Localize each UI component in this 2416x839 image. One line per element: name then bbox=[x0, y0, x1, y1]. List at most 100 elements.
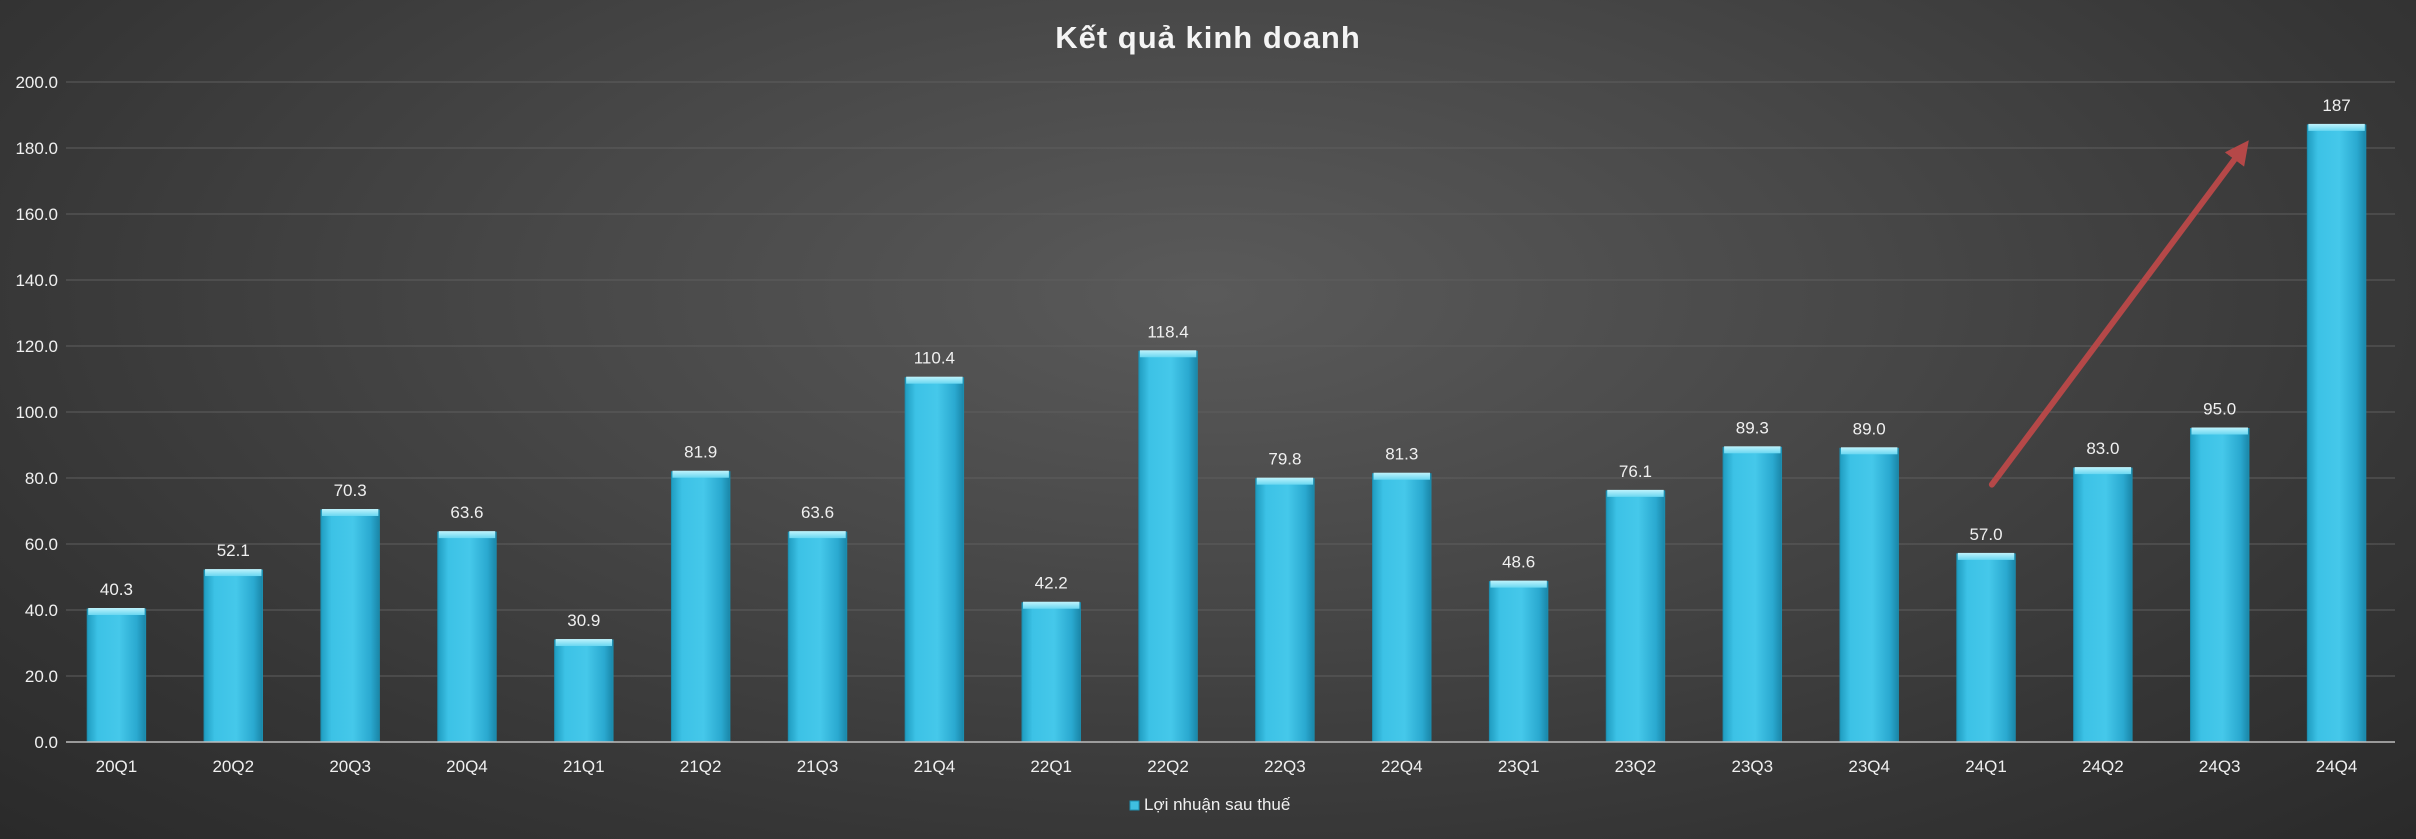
data-label: 52.1 bbox=[217, 541, 250, 560]
y-tick-label: 100.0 bbox=[15, 403, 58, 422]
data-label: 63.6 bbox=[450, 503, 483, 522]
bar-top bbox=[1840, 447, 1898, 455]
bar-top bbox=[1490, 580, 1547, 588]
bar bbox=[320, 509, 380, 743]
y-tick-label: 180.0 bbox=[15, 139, 58, 158]
bars bbox=[86, 123, 2367, 743]
bar-top bbox=[789, 531, 846, 539]
data-label: 70.3 bbox=[334, 481, 367, 500]
bar-top bbox=[321, 509, 379, 517]
data-label: 89.3 bbox=[1736, 418, 1769, 437]
bar bbox=[1956, 552, 2016, 743]
bar bbox=[670, 470, 731, 743]
data-label: 63.6 bbox=[801, 503, 834, 522]
legend-item: Lợi nhuận sau thuế bbox=[1129, 795, 1291, 814]
bar-body bbox=[203, 569, 263, 743]
bar-top bbox=[1139, 350, 1197, 358]
bar bbox=[787, 531, 848, 743]
bar bbox=[2073, 467, 2133, 743]
bar-body bbox=[1021, 602, 1081, 743]
y-tick-label: 80.0 bbox=[25, 469, 58, 488]
y-tick-label: 160.0 bbox=[15, 205, 58, 224]
data-label: 79.8 bbox=[1268, 450, 1301, 469]
bar bbox=[2190, 427, 2250, 743]
bar bbox=[203, 569, 263, 743]
bar bbox=[437, 531, 497, 743]
x-tick-label: 21Q1 bbox=[563, 757, 605, 776]
bar-body bbox=[320, 509, 380, 743]
bar-body bbox=[554, 639, 614, 743]
data-label: 95.0 bbox=[2203, 400, 2236, 419]
legend-swatch bbox=[1129, 800, 1140, 811]
bar bbox=[1839, 447, 1899, 743]
chart-title: Kết quả kinh doanh bbox=[1055, 20, 1361, 55]
data-label: 30.9 bbox=[567, 611, 600, 630]
x-tick-label: 22Q1 bbox=[1030, 757, 1072, 776]
bar-top bbox=[1023, 601, 1080, 609]
bar-top bbox=[205, 569, 262, 577]
bar-body bbox=[2190, 428, 2250, 743]
bar-body bbox=[2073, 467, 2133, 743]
data-label: 81.9 bbox=[684, 443, 717, 462]
x-tick-label: 21Q4 bbox=[914, 757, 956, 776]
bar-body bbox=[670, 471, 731, 743]
bar-body bbox=[1255, 478, 1315, 743]
x-tick-label: 23Q3 bbox=[1732, 757, 1774, 776]
bar-body bbox=[1839, 447, 1899, 743]
bar-top bbox=[88, 608, 145, 616]
bar-top bbox=[438, 531, 496, 539]
bar-top bbox=[555, 639, 613, 647]
y-tick-label: 120.0 bbox=[15, 337, 58, 356]
y-tick-label: 200.0 bbox=[15, 73, 58, 92]
y-tick-label: 140.0 bbox=[15, 271, 58, 290]
data-label: 110.4 bbox=[914, 349, 955, 368]
bar-body bbox=[904, 377, 965, 743]
bar-body bbox=[86, 608, 147, 743]
x-tick-label: 24Q3 bbox=[2199, 757, 2241, 776]
data-labels: 40.3 52.1 70.3 63.6 30.9 81.9 63.6 110.4 42.2 118… bbox=[100, 96, 2351, 630]
data-label: 187 bbox=[2322, 96, 2350, 115]
x-tick-label: 23Q4 bbox=[1848, 757, 1890, 776]
x-tick-label: 22Q2 bbox=[1147, 757, 1189, 776]
x-tick-label: 22Q4 bbox=[1381, 757, 1423, 776]
data-label: 118.4 bbox=[1147, 322, 1188, 341]
bar bbox=[86, 608, 147, 743]
bar-body bbox=[1722, 446, 1783, 743]
legend: Lợi nhuận sau thuế bbox=[1129, 795, 1291, 814]
trend-arrow bbox=[1988, 140, 2249, 488]
bar bbox=[1138, 350, 1198, 743]
bar bbox=[1722, 446, 1783, 743]
x-tick-label: 20Q2 bbox=[212, 757, 254, 776]
bar-body bbox=[1605, 490, 1666, 743]
bar bbox=[554, 639, 614, 743]
bar-top bbox=[1724, 446, 1781, 454]
bar-body bbox=[1956, 553, 2016, 743]
data-label: 83.0 bbox=[2086, 439, 2119, 458]
grid-lines bbox=[66, 81, 2395, 677]
legend-label: Lợi nhuận sau thuế bbox=[1144, 795, 1291, 814]
bar-body bbox=[787, 531, 848, 743]
bar bbox=[1488, 580, 1549, 743]
bar bbox=[1021, 601, 1081, 743]
data-label: 89.0 bbox=[1853, 419, 1886, 438]
bar-top bbox=[1607, 489, 1664, 497]
bar-body bbox=[437, 531, 497, 743]
y-tick-label: 40.0 bbox=[25, 601, 58, 620]
bar bbox=[2306, 123, 2367, 743]
data-label: 40.3 bbox=[100, 580, 133, 599]
y-tick-label: 0.0 bbox=[34, 733, 58, 752]
x-tick-label: 20Q3 bbox=[329, 757, 371, 776]
bar-top bbox=[2074, 467, 2132, 475]
data-label: 76.1 bbox=[1619, 462, 1652, 481]
bar-top bbox=[1957, 552, 2015, 560]
bar-body bbox=[1488, 581, 1549, 743]
data-label: 57.0 bbox=[1969, 525, 2002, 544]
x-tick-label: 20Q1 bbox=[96, 757, 138, 776]
bar-body bbox=[2306, 124, 2367, 743]
bar-top bbox=[2191, 427, 2248, 435]
bar-top bbox=[1256, 477, 1314, 485]
x-tick-label: 24Q2 bbox=[2082, 757, 2124, 776]
x-tick-label: 23Q2 bbox=[1615, 757, 1657, 776]
